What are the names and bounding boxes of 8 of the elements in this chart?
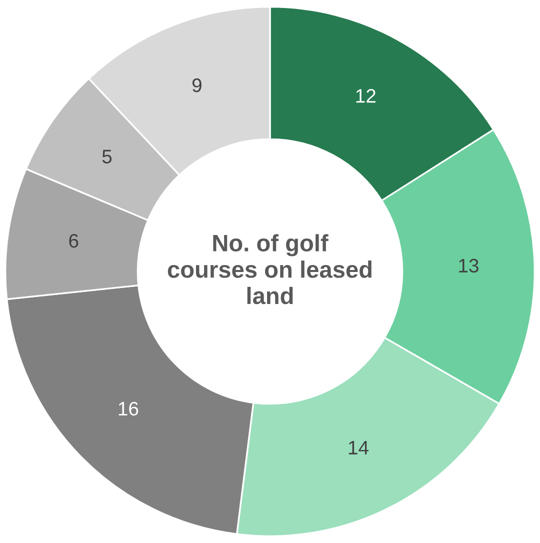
data-label: 16 <box>118 402 138 416</box>
data-label: 13 <box>459 258 478 273</box>
data-label: 6 <box>69 234 78 248</box>
data-label: 9 <box>192 78 202 92</box>
data-label: 12 <box>356 89 376 103</box>
data-label: 5 <box>102 150 112 164</box>
data-label: 14 <box>348 440 368 454</box>
text: No. of golf courses on leased land <box>168 234 372 304</box>
